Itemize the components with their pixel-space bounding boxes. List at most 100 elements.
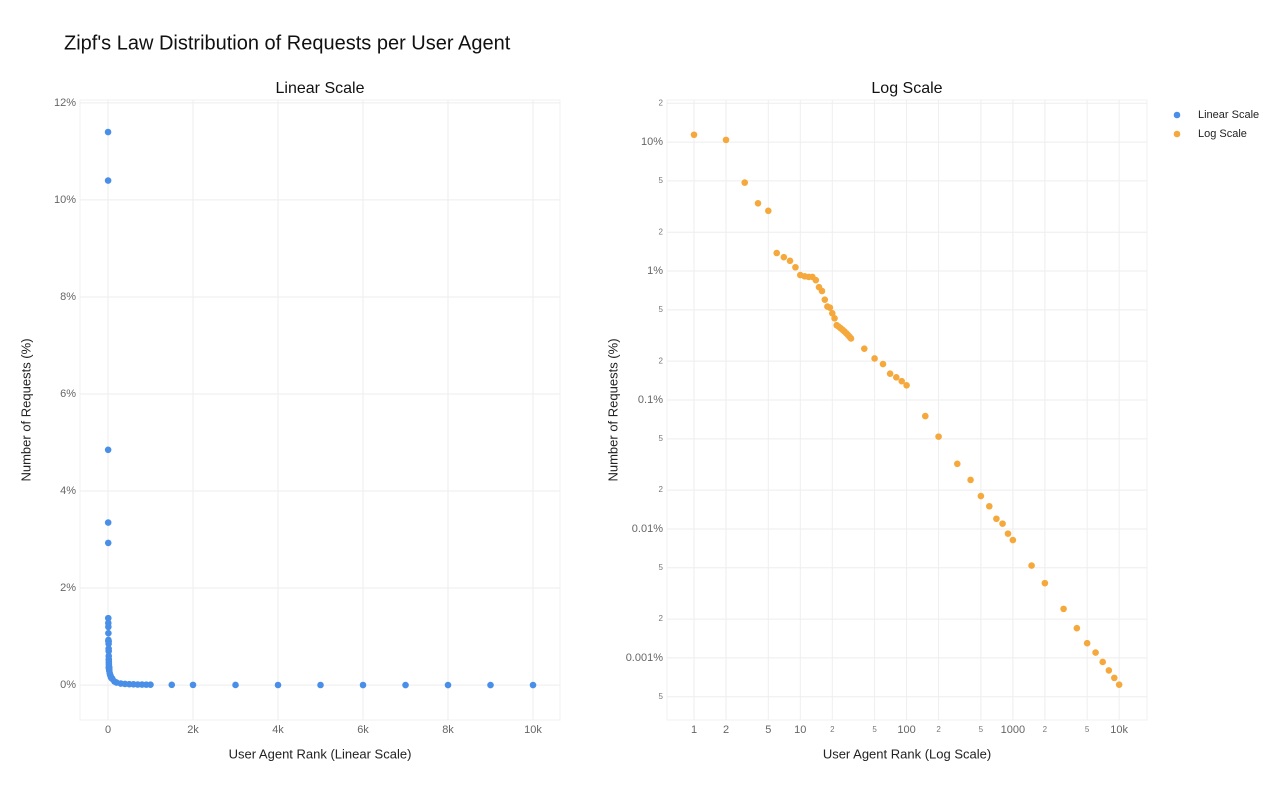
data-point bbox=[1041, 579, 1049, 587]
x-tick-label: 2 bbox=[1043, 725, 1048, 734]
data-point bbox=[1009, 536, 1017, 544]
data-point bbox=[780, 253, 788, 261]
y-axis-title: Number of Requests (%) bbox=[605, 338, 620, 481]
data-point bbox=[1115, 681, 1123, 688]
data-point bbox=[1110, 674, 1118, 682]
plot-frame bbox=[79, 99, 561, 721]
x-tick-label: 10k bbox=[524, 724, 542, 736]
data-point bbox=[232, 681, 239, 689]
y-tick-label: 0% bbox=[60, 679, 76, 691]
data-point bbox=[274, 681, 282, 689]
data-point bbox=[967, 476, 974, 484]
x-tick-label: 2k bbox=[187, 724, 199, 736]
y-tick-label: 0.1% bbox=[638, 394, 663, 406]
data-point bbox=[104, 539, 112, 547]
x-axis-title: User Agent Rank (Linear Scale) bbox=[229, 746, 412, 761]
data-point bbox=[105, 647, 112, 655]
data-point bbox=[1092, 649, 1099, 656]
data-point bbox=[892, 373, 900, 381]
data-point bbox=[886, 370, 894, 377]
x-tick-label: 6k bbox=[357, 724, 369, 736]
x-tick-label: 2 bbox=[936, 725, 941, 734]
data-point bbox=[1083, 639, 1091, 647]
data-point bbox=[1073, 624, 1081, 632]
y-tick-label: 2 bbox=[659, 614, 664, 623]
x-tick-label: 8k bbox=[442, 724, 454, 736]
data-point bbox=[168, 681, 176, 689]
data-point bbox=[831, 315, 838, 322]
y-tick-label: 5 bbox=[659, 176, 664, 185]
data-point bbox=[105, 640, 112, 648]
y-tick-label: 8% bbox=[60, 291, 76, 303]
data-point bbox=[147, 681, 154, 688]
data-point bbox=[359, 681, 367, 689]
data-point bbox=[754, 200, 762, 207]
y-tick-label: 10% bbox=[54, 194, 76, 206]
data-point bbox=[105, 629, 112, 637]
data-point bbox=[871, 355, 878, 362]
x-tick-label: 5 bbox=[872, 725, 877, 734]
data-point bbox=[189, 681, 197, 689]
data-point bbox=[444, 681, 452, 689]
data-point bbox=[818, 287, 826, 295]
figure-title: Zipf's Law Distribution of Requests per … bbox=[64, 32, 511, 54]
data-point bbox=[104, 446, 112, 454]
y-axis-title: Number of Requests (%) bbox=[18, 338, 33, 481]
y-tick-label: 0.01% bbox=[632, 523, 663, 535]
data-point bbox=[821, 296, 829, 303]
data-point bbox=[690, 131, 698, 139]
y-tick-label: 5 bbox=[659, 305, 664, 314]
legend-marker bbox=[1173, 130, 1181, 138]
x-tick-label: 2 bbox=[723, 724, 729, 736]
data-point bbox=[953, 460, 961, 468]
y-tick-label: 12% bbox=[54, 97, 76, 109]
x-tick-label: 100 bbox=[897, 724, 915, 736]
data-point bbox=[765, 207, 772, 215]
data-point bbox=[1060, 605, 1067, 613]
data-point bbox=[722, 136, 730, 144]
legend-label: Log Scale bbox=[1198, 128, 1247, 140]
data-point bbox=[935, 433, 942, 440]
data-point bbox=[921, 412, 929, 420]
data-point bbox=[1099, 658, 1106, 666]
y-tick-label: 2 bbox=[659, 98, 664, 107]
x-tick-label: 0 bbox=[105, 724, 111, 736]
x-tick-label: 5 bbox=[765, 724, 771, 736]
data-point bbox=[104, 177, 112, 184]
y-tick-label: 10% bbox=[641, 136, 663, 148]
y-tick-label: 2 bbox=[659, 227, 664, 236]
data-point bbox=[104, 614, 112, 622]
data-point bbox=[1028, 562, 1035, 569]
y-tick-label: 2 bbox=[659, 356, 664, 365]
x-tick-label: 10k bbox=[1110, 724, 1128, 736]
data-point bbox=[317, 681, 324, 689]
y-tick-label: 2 bbox=[659, 485, 664, 494]
x-tick-label: 2 bbox=[830, 725, 835, 734]
data-point bbox=[402, 681, 409, 689]
data-point bbox=[1105, 667, 1113, 674]
x-axis-title: User Agent Rank (Log Scale) bbox=[823, 746, 991, 761]
data-point bbox=[828, 310, 836, 317]
data-point bbox=[985, 502, 993, 510]
data-point bbox=[812, 276, 820, 284]
data-point bbox=[529, 681, 537, 689]
data-point bbox=[999, 520, 1006, 527]
data-point bbox=[898, 377, 906, 385]
data-point bbox=[826, 304, 834, 311]
y-tick-label: 4% bbox=[60, 485, 76, 497]
data-point bbox=[773, 249, 781, 257]
x-tick-label: 5 bbox=[1085, 725, 1090, 734]
data-point bbox=[1004, 530, 1012, 537]
x-tick-label: 4k bbox=[272, 724, 284, 736]
y-tick-label: 5 bbox=[659, 692, 664, 701]
x-tick-label: 10 bbox=[794, 724, 806, 736]
data-point bbox=[860, 345, 868, 352]
legend-marker bbox=[1173, 111, 1181, 119]
y-tick-label: 6% bbox=[60, 388, 76, 400]
data-point bbox=[105, 623, 112, 631]
x-tick-label: 5 bbox=[979, 725, 984, 734]
data-point bbox=[104, 519, 112, 526]
data-point bbox=[487, 681, 494, 689]
data-point bbox=[847, 335, 855, 342]
